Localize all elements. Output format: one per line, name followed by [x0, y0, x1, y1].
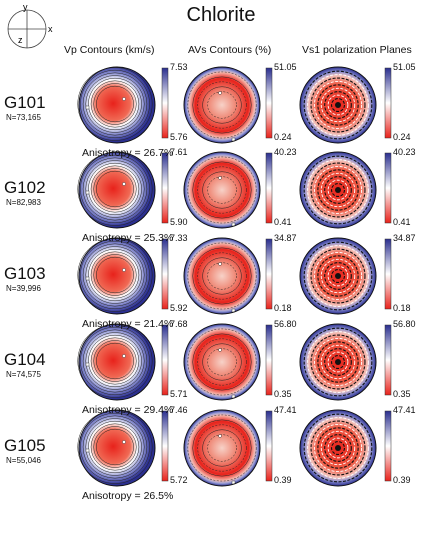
vp-scale-max: 7.61 — [170, 147, 188, 157]
vs1-scale-bar — [384, 410, 392, 482]
vs1-pole-figure — [299, 323, 377, 401]
vp-pole-figure — [77, 237, 156, 315]
vs1-pole-figure — [299, 237, 377, 315]
vs1-scale-min: 0.18 — [393, 303, 411, 313]
vs1-scale-bar — [384, 238, 392, 310]
avs-scale-bar — [265, 324, 273, 396]
vs1-pole-figure — [299, 66, 377, 144]
vp-pole-figure — [77, 151, 156, 229]
avs-scale-max: 56.80 — [274, 319, 297, 329]
column-header-avs: AVs Contours (%) — [188, 44, 272, 56]
avs-scale-min: 0.24 — [274, 132, 292, 142]
anisotropy-label: Anisotropy = 25.3% — [82, 232, 174, 244]
avs-scale-max: 34.87 — [274, 233, 297, 243]
avs-scale-bar — [265, 238, 273, 310]
vs1-scale-min: 0.41 — [393, 217, 411, 227]
vp-scale-max: 7.53 — [170, 62, 188, 72]
avs-scale-bar — [265, 152, 273, 224]
avs-pole-figure — [183, 151, 261, 229]
avs-scale-min: 0.35 — [274, 389, 292, 399]
vp-scale-max: 7.68 — [170, 319, 188, 329]
vp-pole-figure — [77, 66, 156, 144]
avs-scale-bar — [265, 410, 273, 482]
column-header-vs1: Vs1 polarization Planes — [302, 44, 412, 56]
vs1-scale-max: 51.05 — [393, 62, 416, 72]
sample-label: G104 — [4, 350, 46, 369]
vs1-pole-figure — [299, 151, 377, 229]
sample-count: N=73,165 — [6, 113, 41, 122]
vs1-pole-figure — [299, 409, 377, 487]
avs-scale-max: 40.23 — [274, 147, 297, 157]
vs1-scale-min: 0.24 — [393, 132, 411, 142]
vs1-scale-max: 40.23 — [393, 147, 416, 157]
vp-scale-bar — [161, 152, 169, 224]
vs1-scale-bar — [384, 67, 392, 139]
avs-scale-min: 0.41 — [274, 217, 292, 227]
anisotropy-label: Anisotropy = 29.4% — [82, 404, 174, 416]
vp-scale-min: 5.92 — [170, 303, 188, 313]
vs1-scale-max: 34.87 — [393, 233, 416, 243]
anisotropy-label: Anisotropy = 21.4% — [82, 318, 174, 330]
avs-scale-bar — [265, 67, 273, 139]
avs-scale-min: 0.18 — [274, 303, 292, 313]
avs-pole-figure — [183, 409, 261, 487]
vp-scale-max: 7.46 — [170, 405, 188, 415]
vs1-scale-max: 47.41 — [393, 405, 416, 415]
vp-scale-max: 7.33 — [170, 233, 188, 243]
axis-y-label: y — [23, 4, 28, 12]
vs1-scale-min: 0.35 — [393, 389, 411, 399]
vs1-scale-bar — [384, 152, 392, 224]
vp-scale-bar — [161, 410, 169, 482]
vp-scale-min: 5.76 — [170, 132, 188, 142]
anisotropy-label: Anisotropy = 26.5% — [82, 490, 174, 502]
vp-scale-bar — [161, 324, 169, 396]
sample-label: G105 — [4, 436, 46, 455]
avs-scale-max: 51.05 — [274, 62, 297, 72]
sample-count: N=39,996 — [6, 284, 41, 293]
figure-title: Chlorite — [186, 4, 256, 26]
column-header-vp: Vp Contours (km/s) — [64, 44, 155, 56]
vp-scale-min: 5.71 — [170, 389, 188, 399]
avs-pole-figure — [183, 66, 261, 144]
avs-scale-min: 0.39 — [274, 475, 292, 485]
vs1-scale-bar — [384, 324, 392, 396]
sample-label: G101 — [4, 93, 46, 112]
sample-count: N=82,983 — [6, 198, 41, 207]
vs1-scale-min: 0.39 — [393, 475, 411, 485]
vp-scale-min: 5.90 — [170, 217, 188, 227]
vp-scale-bar — [161, 238, 169, 310]
vp-pole-figure — [77, 409, 156, 487]
sample-label: G102 — [4, 178, 46, 197]
avs-pole-figure — [183, 323, 261, 401]
vs1-scale-max: 56.80 — [393, 319, 416, 329]
sample-count: N=55,046 — [6, 456, 41, 465]
sample-label: G103 — [4, 264, 46, 283]
avs-scale-max: 47.41 — [274, 405, 297, 415]
axis-z-label: z — [18, 35, 23, 45]
anisotropy-label: Anisotropy = 26.7% — [82, 147, 174, 159]
vp-scale-min: 5.72 — [170, 475, 188, 485]
avs-pole-figure — [183, 237, 261, 315]
axis-x-label: x — [48, 24, 53, 34]
sample-count: N=74,575 — [6, 370, 41, 379]
reference-axes: y z x — [7, 4, 53, 49]
vp-scale-bar — [161, 67, 169, 139]
vp-pole-figure — [77, 323, 156, 401]
